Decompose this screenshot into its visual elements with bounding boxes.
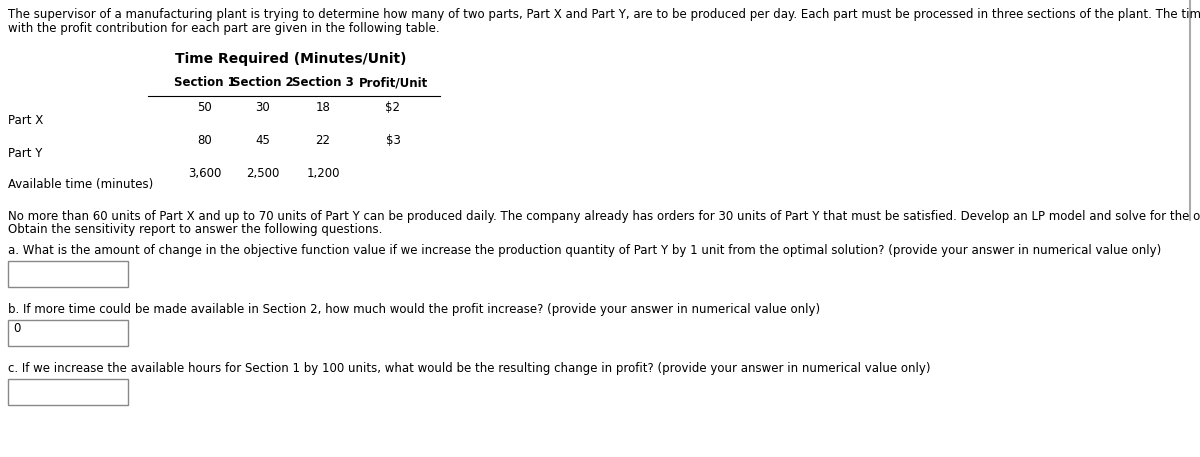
FancyBboxPatch shape [8, 379, 128, 405]
Text: 45: 45 [256, 134, 270, 147]
Text: b. If more time could be made available in Section 2, how much would the profit : b. If more time could be made available … [8, 303, 820, 316]
Text: Section 1: Section 1 [174, 76, 236, 89]
FancyBboxPatch shape [8, 261, 128, 287]
Text: Section 2: Section 2 [232, 76, 294, 89]
Text: $2: $2 [385, 101, 401, 114]
Text: 1,200: 1,200 [306, 167, 340, 180]
Text: Section 3: Section 3 [292, 76, 354, 89]
Text: The supervisor of a manufacturing plant is trying to determine how many of two p: The supervisor of a manufacturing plant … [8, 8, 1200, 21]
Text: Time Required (Minutes/Unit): Time Required (Minutes/Unit) [175, 52, 407, 66]
Text: 2,500: 2,500 [246, 167, 280, 180]
Text: No more than 60 units of Part X and up to 70 units of Part Y can be produced dai: No more than 60 units of Part X and up t… [8, 210, 1200, 223]
Text: 80: 80 [198, 134, 212, 147]
Text: Profit/Unit: Profit/Unit [359, 76, 427, 89]
Text: Part Y: Part Y [8, 147, 42, 160]
Text: Part X: Part X [8, 114, 43, 127]
Text: c. If we increase the available hours for Section 1 by 100 units, what would be : c. If we increase the available hours fo… [8, 362, 930, 375]
Text: 0: 0 [13, 322, 20, 335]
FancyBboxPatch shape [8, 320, 128, 346]
Text: with the profit contribution for each part are given in the following table.: with the profit contribution for each pa… [8, 22, 439, 35]
Text: 3,600: 3,600 [188, 167, 222, 180]
Text: Obtain the sensitivity report to answer the following questions.: Obtain the sensitivity report to answer … [8, 223, 383, 236]
Text: 30: 30 [256, 101, 270, 114]
Text: a. What is the amount of change in the objective function value if we increase t: a. What is the amount of change in the o… [8, 244, 1162, 257]
Text: 18: 18 [316, 101, 330, 114]
Text: Available time (minutes): Available time (minutes) [8, 178, 154, 191]
Text: 50: 50 [198, 101, 212, 114]
Text: 22: 22 [316, 134, 330, 147]
Text: $3: $3 [385, 134, 401, 147]
